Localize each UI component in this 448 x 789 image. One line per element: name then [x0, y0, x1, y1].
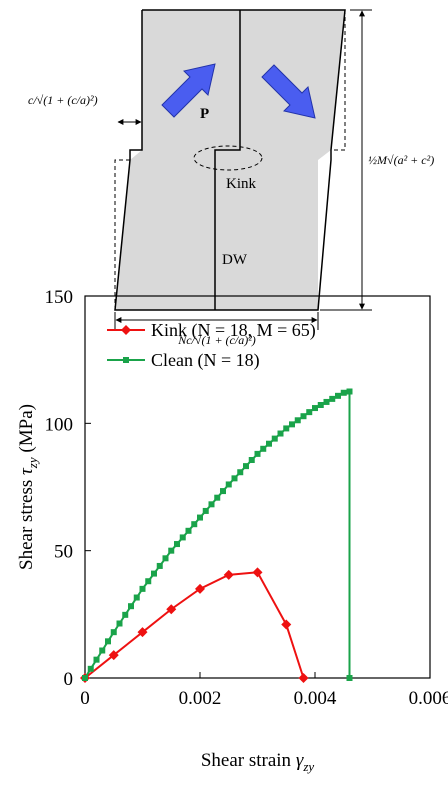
- data-point: [87, 665, 94, 672]
- kink-ellipse: [193, 145, 263, 171]
- data-point: [110, 629, 117, 636]
- data-point: [214, 494, 221, 501]
- ylabel-text: Shear stress: [16, 475, 37, 570]
- xlabel-subscript: zy: [302, 759, 314, 774]
- data-point: [208, 501, 215, 508]
- data-point: [139, 585, 146, 592]
- data-point: [277, 430, 284, 437]
- y-tick-label: 100: [45, 414, 74, 435]
- data-point: [248, 457, 255, 464]
- data-point: [289, 421, 295, 428]
- data-point: [179, 534, 186, 541]
- data-point: [93, 656, 100, 663]
- data-point: [323, 398, 330, 405]
- data-point: [108, 650, 119, 661]
- y-tick-label: 50: [54, 542, 73, 563]
- data-point: [220, 488, 226, 495]
- xlabel-symbol: γ: [296, 750, 304, 771]
- data-point: [197, 514, 203, 521]
- legend-label: Clean (N = 18): [151, 350, 260, 371]
- data-point: [252, 567, 263, 578]
- data-point: [99, 647, 106, 654]
- data-point: [294, 417, 301, 424]
- y-tick-label: 150: [45, 287, 74, 308]
- legend-label: Kink (N = 18, M = 65): [151, 320, 316, 341]
- legend-marker: [121, 325, 131, 335]
- data-point: [298, 673, 309, 683]
- x-tick-label: 0.006: [409, 688, 448, 709]
- arrow: [261, 64, 316, 119]
- force-label: P: [200, 106, 209, 122]
- data-point: [128, 603, 134, 610]
- data-point: [133, 594, 140, 601]
- offset-label: c/√(1 + (c/a)²): [28, 93, 98, 107]
- ylabel-unit: (MPa): [16, 404, 37, 457]
- data-point: [185, 527, 192, 534]
- ylabel-symbol: τ: [16, 467, 37, 475]
- kink-label: Kink: [226, 176, 257, 192]
- legend-marker: [123, 357, 129, 363]
- data-point: [202, 507, 209, 514]
- data-point: [300, 413, 307, 420]
- data-point: [335, 392, 341, 399]
- data-point: [283, 425, 290, 432]
- data-point: [105, 638, 111, 645]
- data-point: [116, 620, 123, 627]
- data-point: [166, 604, 177, 615]
- data-point: [266, 440, 272, 447]
- x-tick-label: 0.002: [179, 688, 222, 709]
- data-point: [281, 619, 292, 630]
- data-point: [346, 388, 353, 395]
- y-tick-label: 0: [64, 669, 74, 690]
- data-point: [145, 578, 152, 585]
- data-point: [231, 475, 238, 482]
- xlabel-text: Shear strain: [201, 750, 296, 771]
- x-tick-label: 0.004: [294, 688, 337, 709]
- data-point: [225, 481, 232, 488]
- data-point: [346, 675, 353, 681]
- plot-frame: [84, 295, 431, 679]
- data-point: [317, 401, 324, 408]
- data-point: [312, 405, 318, 412]
- ylabel-label: Shear stress τzy (MPa): [16, 404, 40, 570]
- data-point: [191, 521, 198, 528]
- data-point: [137, 627, 148, 638]
- wall-label: DW: [222, 252, 248, 268]
- ylabel-subscript: zy: [25, 457, 40, 469]
- data-point: [271, 435, 278, 442]
- arrow: [161, 63, 216, 118]
- data-point: [174, 541, 180, 548]
- data-point: [243, 463, 249, 470]
- data-point: [223, 569, 234, 580]
- x-tick-label: 0: [80, 688, 90, 709]
- xlabel-label: Shear strain γzy: [201, 750, 315, 774]
- data-point: [156, 562, 163, 569]
- data-point: [260, 445, 267, 452]
- data-point: [254, 450, 261, 457]
- data-point: [162, 555, 169, 562]
- data-point: [340, 389, 347, 396]
- domain-wall: [214, 10, 241, 310]
- dashed-edge: [331, 10, 346, 151]
- data-point: [122, 611, 129, 618]
- data-point: [329, 395, 336, 402]
- width-label: Nc/√(1 + (c/a)²): [177, 333, 256, 347]
- data-line: [84, 390, 351, 679]
- diagram: P Kink DW c/√(1 + (c/a)²) ½M√(a² + c²) N…: [28, 9, 434, 347]
- data-point: [168, 547, 175, 554]
- data-point: [82, 675, 88, 681]
- data-point: [306, 409, 313, 416]
- data-point: [151, 570, 157, 577]
- data-point: [237, 469, 244, 476]
- height-label: ½M√(a² + c²): [368, 153, 434, 167]
- dashed-edge: [114, 159, 130, 310]
- outline: [114, 9, 346, 311]
- data-point: [195, 583, 205, 594]
